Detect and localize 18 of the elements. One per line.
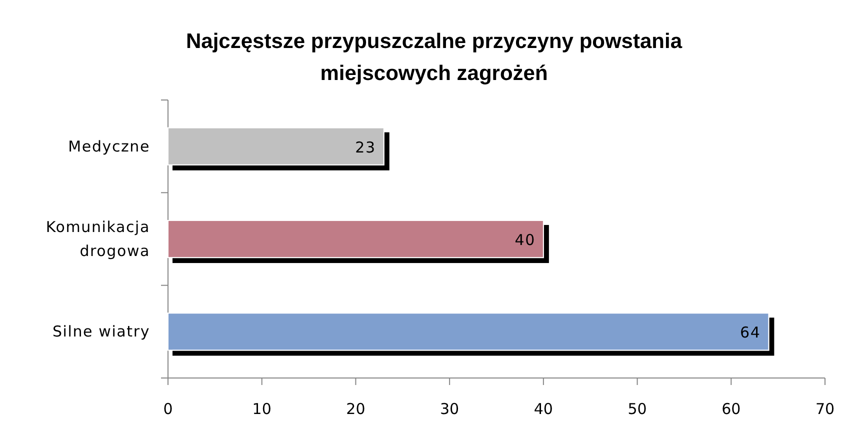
data-label: 40 [514,231,536,249]
bar [168,312,770,351]
chart-title: Najczęstsze przypuszczalne przyczyny powstania miejscowych zagrożeń [186,30,682,85]
x-tick-label: 70 [815,400,835,418]
bar [168,220,544,258]
x-tick-label: 50 [628,400,647,418]
bar [168,127,384,166]
x-tick-label: 30 [440,400,460,418]
y-tick-label: Silne wiatry [52,322,150,341]
data-label: 64 [740,324,761,342]
y-tick-label: Komunikacja drogowa [46,218,150,260]
x-tick-label: 60 [722,400,741,418]
x-tick-label: 20 [346,400,366,418]
x-tick-label: 10 [252,400,272,418]
x-tick-label: 40 [534,400,553,418]
x-tick-label: 0 [163,400,173,418]
data-label: 23 [355,138,376,156]
y-tick-label: Medyczne [68,137,150,156]
